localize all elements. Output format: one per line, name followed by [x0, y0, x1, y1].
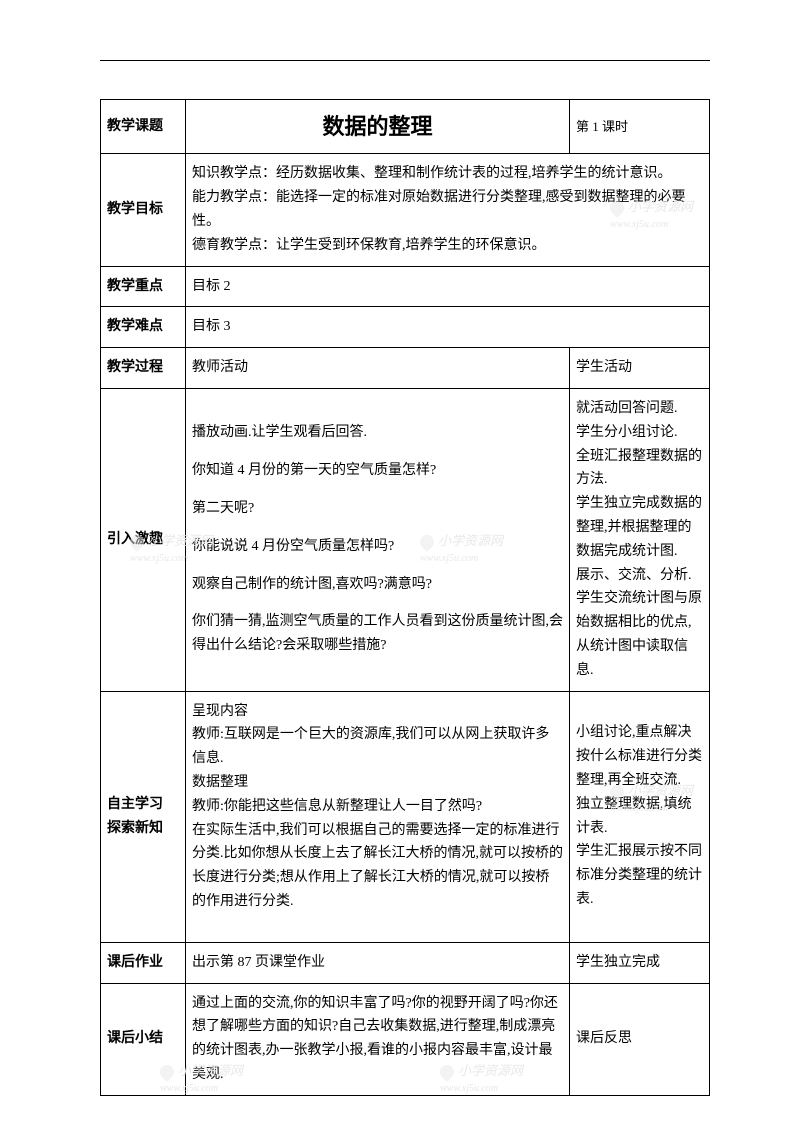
top-horizontal-rule: [100, 60, 710, 61]
homework-label: 课后作业: [101, 942, 186, 983]
header-row: 教学课题 数据的整理 第 1 课时: [101, 100, 710, 154]
self-study-row: 自主学习 探索新知 呈现内容 教师:互联网是一个巨大的资源库,我们可以从网上获取…: [101, 691, 710, 942]
goal-label: 教学目标: [101, 154, 186, 266]
intro-teacher-p2: 你知道 4 月份的第一天的空气质量怎样?: [192, 459, 563, 483]
topic-label: 教学课题: [101, 100, 186, 154]
difficulty-row: 教学难点 目标 3: [101, 307, 710, 348]
summary-teacher: 通过上面的交流,你的知识丰富了吗?你的视野开阔了吗?你还想了解哪些方面的知识?自…: [186, 983, 570, 1095]
self-study-teacher: 呈现内容 教师:互联网是一个巨大的资源库,我们可以从网上获取许多信息. 数据整理…: [186, 691, 570, 942]
focus-content: 目标 2: [186, 266, 710, 307]
goal-content: 知识教学点：经历数据收集、整理和制作统计表的过程,培养学生的统计意识。 能力教学…: [186, 154, 710, 266]
summary-student: 课后反思: [570, 983, 710, 1095]
summary-row: 课后小结 通过上面的交流,你的知识丰富了吗?你的视野开阔了吗?你还想了解哪些方面…: [101, 983, 710, 1095]
self-study-label-l1: 自主学习: [107, 793, 179, 817]
intro-teacher-p3: 第二天呢?: [192, 497, 563, 521]
lesson-title: 数据的整理: [186, 100, 570, 154]
teacher-activity-header: 教师活动: [186, 348, 570, 389]
focus-row: 教学重点 目标 2: [101, 266, 710, 307]
intro-row: 引入激趣 播放动画.让学生观看后回答. 你知道 4 月份的第一天的空气质量怎样?…: [101, 388, 710, 691]
process-label: 教学过程: [101, 348, 186, 389]
difficulty-label: 教学难点: [101, 307, 186, 348]
homework-student: 学生独立完成: [570, 942, 710, 983]
self-study-student: 小组讨论,重点解决按什么标准进行分类整理,再全班交流. 独立整理数据,填统计表.…: [570, 691, 710, 942]
intro-teacher-p4: 你能说说 4 月份空气质量怎样吗?: [192, 535, 563, 559]
focus-label: 教学重点: [101, 266, 186, 307]
homework-row: 课后作业 出示第 87 页课堂作业 学生独立完成: [101, 942, 710, 983]
self-study-label: 自主学习 探索新知: [101, 691, 186, 942]
process-header-row: 教学过程 教师活动 学生活动: [101, 348, 710, 389]
homework-teacher: 出示第 87 页课堂作业: [186, 942, 570, 983]
self-study-label-l2: 探索新知: [107, 817, 179, 841]
intro-teacher-p6: 你们猜一猜,监测空气质量的工作人员看到这份质量统计图,会得出什么结论?会采取哪些…: [192, 610, 563, 658]
intro-teacher-p1: 播放动画.让学生观看后回答.: [192, 421, 563, 445]
summary-label: 课后小结: [101, 983, 186, 1095]
period-cell: 第 1 课时: [570, 100, 710, 154]
student-activity-header: 学生活动: [570, 348, 710, 389]
intro-teacher-p5: 观察自己制作的统计图,喜欢吗?满意吗?: [192, 573, 563, 597]
goal-row: 教学目标 知识教学点：经历数据收集、整理和制作统计表的过程,培养学生的统计意识。…: [101, 154, 710, 266]
intro-student: 就活动回答问题. 学生分小组讨论. 全班汇报整理数据的方法. 学生独立完成数据的…: [570, 388, 710, 691]
difficulty-content: 目标 3: [186, 307, 710, 348]
intro-teacher: 播放动画.让学生观看后回答. 你知道 4 月份的第一天的空气质量怎样? 第二天呢…: [186, 388, 570, 691]
lesson-plan-table: 教学课题 数据的整理 第 1 课时 教学目标 知识教学点：经历数据收集、整理和制…: [100, 99, 710, 1096]
intro-label: 引入激趣: [101, 388, 186, 691]
